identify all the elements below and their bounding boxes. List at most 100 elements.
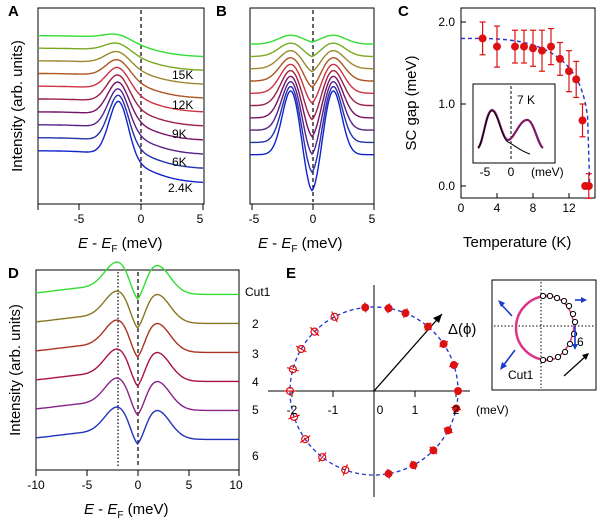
cut-marker — [566, 340, 574, 348]
gap-polar-point — [384, 469, 393, 478]
panel-a-xlabel: E - EF (meV) — [78, 235, 162, 255]
cut-marker — [561, 348, 569, 356]
temp-label: 2.4K — [168, 181, 193, 195]
symmetrized-curve — [250, 85, 374, 174]
temp-label: 15K — [172, 68, 193, 82]
cut-spectrum-curve — [35, 377, 239, 417]
gap-polar-point-open — [288, 365, 297, 374]
panel-e-axes — [268, 285, 470, 497]
panel-d-xtick: 5 — [186, 478, 193, 492]
inset-xtick: 0 — [508, 165, 515, 179]
gap-data-point — [529, 44, 537, 53]
panel-e-xtick: 0 — [377, 403, 384, 417]
panel-b-axes — [249, 7, 375, 210]
gap-polar-point — [449, 361, 458, 370]
inset-reference-curve — [477, 110, 531, 155]
cut-label: 2 — [252, 317, 259, 331]
panel-d-label: D — [8, 265, 19, 282]
panel-e-xtick: -2 — [287, 403, 298, 417]
gap-polar-point — [452, 404, 461, 413]
temp-label: 6K — [172, 155, 187, 169]
fermi-surface-arc — [514, 294, 549, 362]
cut-spectrum-curve — [35, 261, 239, 301]
symmetrized-curve — [250, 63, 374, 104]
panel-c-xtick: 4 — [494, 201, 501, 215]
cut-marker — [560, 297, 568, 305]
gap-polar-point-open — [285, 386, 295, 396]
temp-label: 12K — [172, 98, 193, 112]
cut-marker — [570, 330, 578, 338]
gap-data-point — [520, 42, 528, 51]
panel-a-xtick: 0 — [138, 212, 145, 226]
symmetrized-curve — [250, 75, 374, 138]
gap-polar-point-open — [301, 435, 310, 444]
panel-d-xtick: -5 — [82, 478, 93, 492]
panel-d-ylabel: Intensity (arb. units) — [7, 304, 24, 436]
cut-marker — [553, 294, 561, 302]
panel-c-label: C — [398, 3, 409, 20]
panel-b-xlabel: E - EF (meV) — [258, 235, 342, 255]
gap-data-point — [556, 54, 564, 63]
spectrum-curve — [38, 42, 204, 71]
panel-c-ytick: 0.0 — [438, 179, 455, 193]
panel-e-xtick: 1 — [412, 403, 419, 417]
gap-polar-point — [361, 303, 370, 312]
spectrum-curve — [38, 74, 204, 127]
gap-data-point — [538, 46, 546, 55]
gap-data-point — [581, 182, 590, 190]
panel-a-label: A — [8, 3, 19, 20]
cut-marker — [546, 292, 554, 300]
spectrum-curve — [38, 100, 204, 184]
panel-e-inset: 6 Cut1 — [491, 279, 597, 391]
cut-marker — [539, 292, 547, 300]
panel-d-xtick: 0 — [135, 478, 142, 492]
cut-label: 5 — [252, 403, 259, 417]
cut-marker — [569, 310, 577, 318]
delta-label: Δ(ϕ) — [448, 321, 476, 338]
gap-polar-point — [454, 387, 462, 395]
panel-c-xlabel: Temperature (K) — [463, 234, 571, 251]
inset-unit: (meV) — [531, 165, 564, 179]
gap-polar-point — [444, 426, 453, 435]
panel-c-xtick: 8 — [530, 201, 537, 215]
symmetrized-curve — [250, 69, 374, 121]
spectrum-curve — [38, 33, 204, 58]
cut-spectrum-curve — [35, 348, 239, 388]
panel-b-spectra — [249, 34, 375, 192]
panel-b-xtick: -5 — [249, 212, 260, 226]
temp-label: 9K — [172, 127, 187, 141]
gap-polar-point — [429, 446, 438, 455]
gap-polar-point — [423, 322, 432, 331]
panel-a-xtick: 5 — [197, 212, 204, 226]
panel-b-label: B — [216, 3, 227, 20]
symmetrized-curve — [249, 34, 375, 45]
panel-e-label: E — [286, 265, 296, 282]
inset-cut1-label: Cut1 — [508, 368, 534, 382]
gap-polar-point-open — [341, 465, 350, 475]
spectrum-curve — [38, 88, 204, 155]
gap-polar-point — [384, 304, 393, 313]
cut-marker — [546, 355, 554, 363]
cut-label: 4 — [252, 375, 259, 389]
gap-data-point — [565, 67, 573, 76]
spectrum-curve — [38, 94, 204, 169]
gap-data-point — [493, 42, 501, 51]
panel-d-xtick: -10 — [27, 478, 45, 492]
gap-polar-point-open — [290, 412, 299, 422]
gap-polar-point — [409, 461, 418, 470]
symmetrized-curve — [250, 90, 374, 192]
spectrum-curve — [38, 50, 204, 85]
panel-e-points — [284, 302, 463, 479]
inset-xtick: -5 — [480, 165, 491, 179]
gap-data-point — [478, 34, 487, 43]
gap-data-point — [511, 42, 519, 51]
inset-cut-markers — [539, 292, 579, 364]
cut-marker — [539, 356, 547, 364]
panel-a-ylabel: Intensity (arb. units) — [9, 40, 26, 172]
panel-c-xtick: 12 — [562, 201, 576, 215]
gap-data-point — [578, 116, 587, 125]
panel-c-xtick: 0 — [458, 201, 465, 215]
gap-polar-point-open — [297, 344, 306, 354]
panel-b-xtick: 0 — [310, 212, 317, 226]
